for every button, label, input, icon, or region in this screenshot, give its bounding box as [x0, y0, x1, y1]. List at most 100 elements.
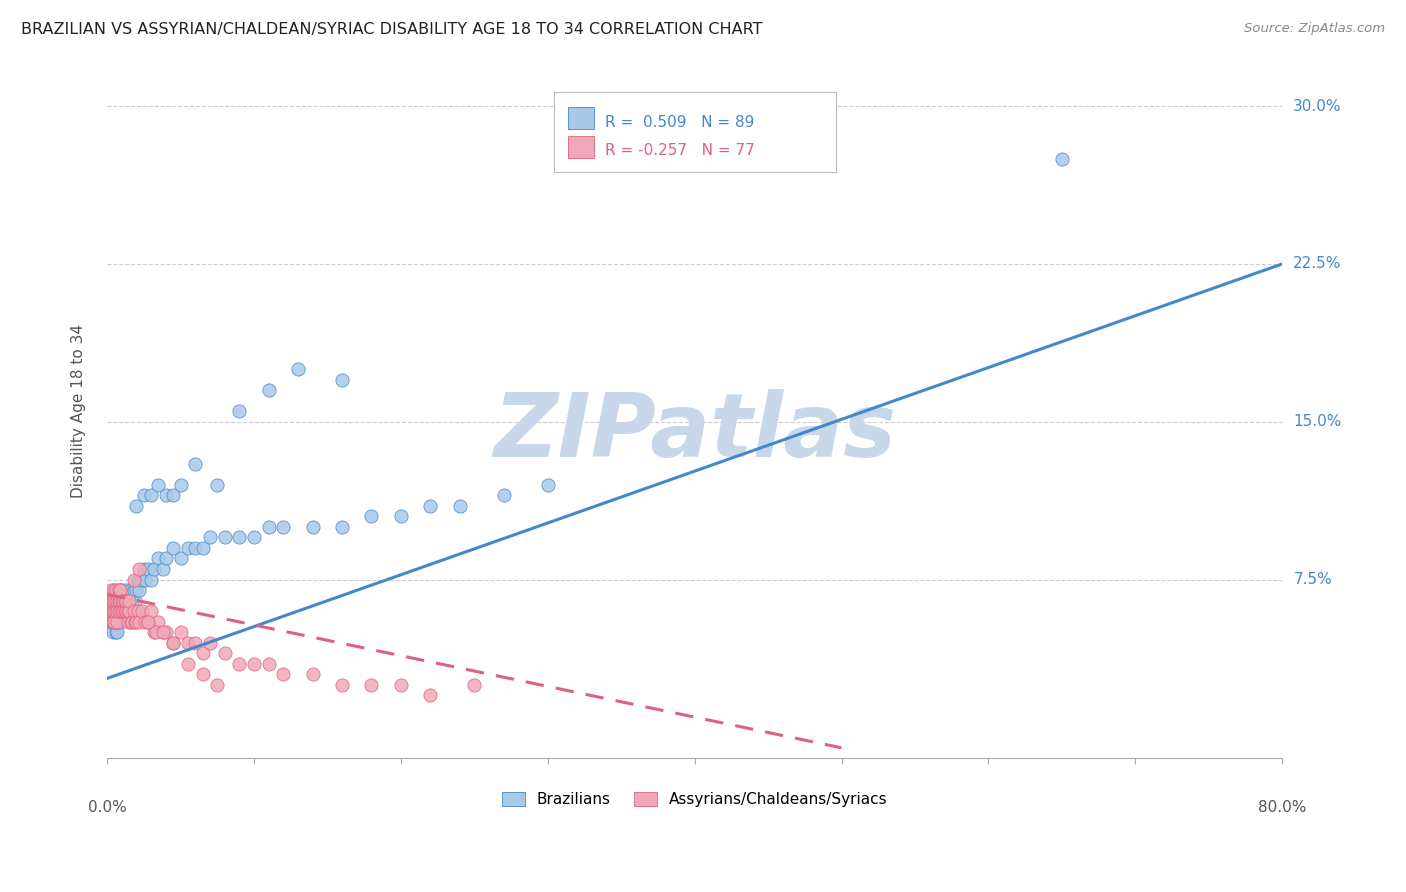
Point	[169, 551, 191, 566]
Point	[155, 551, 177, 566]
Point	[117, 615, 139, 629]
Point	[125, 582, 148, 597]
Point	[177, 635, 200, 649]
Point	[103, 604, 125, 618]
Point	[111, 593, 134, 607]
Point	[124, 593, 146, 607]
Point	[152, 625, 174, 640]
Point	[118, 604, 141, 618]
Point	[463, 678, 485, 692]
Point	[257, 520, 280, 534]
Point	[110, 604, 132, 618]
Point	[125, 499, 148, 513]
Point	[114, 604, 136, 618]
Point	[155, 625, 177, 640]
Point	[125, 615, 148, 629]
Point	[101, 604, 124, 618]
Point	[143, 562, 166, 576]
Point	[120, 582, 142, 597]
Point	[112, 593, 135, 607]
Point	[257, 383, 280, 397]
Bar	[554, 92, 835, 171]
Point	[449, 499, 471, 513]
Point	[198, 635, 221, 649]
Point	[117, 593, 139, 607]
Point	[148, 551, 170, 566]
Point	[243, 531, 266, 545]
Point	[118, 593, 141, 607]
Point	[287, 362, 309, 376]
Point	[105, 615, 128, 629]
Point	[360, 678, 382, 692]
Point	[120, 615, 142, 629]
Point	[360, 509, 382, 524]
Point	[143, 625, 166, 640]
Point	[148, 478, 170, 492]
Point	[108, 582, 131, 597]
Point	[177, 541, 200, 555]
Point	[1050, 152, 1073, 166]
Point	[228, 657, 250, 671]
Point	[114, 593, 136, 607]
Point	[115, 593, 138, 607]
Point	[152, 625, 174, 640]
Point	[103, 604, 125, 618]
Point	[127, 573, 149, 587]
Point	[110, 593, 132, 607]
Point	[191, 541, 214, 555]
Point	[214, 531, 236, 545]
Point	[148, 615, 170, 629]
Point	[105, 604, 128, 618]
Point	[115, 582, 138, 597]
Point	[184, 541, 207, 555]
Point	[330, 678, 353, 692]
Text: BRAZILIAN VS ASSYRIAN/CHALDEAN/SYRIAC DISABILITY AGE 18 TO 34 CORRELATION CHART: BRAZILIAN VS ASSYRIAN/CHALDEAN/SYRIAC DI…	[21, 22, 762, 37]
Point	[121, 593, 143, 607]
Point	[162, 635, 184, 649]
Point	[112, 604, 135, 618]
Point	[111, 593, 134, 607]
Point	[105, 593, 128, 607]
Legend: Brazilians, Assyrians/Chaldeans/Syriacs: Brazilians, Assyrians/Chaldeans/Syriacs	[495, 786, 894, 814]
Point	[301, 667, 323, 681]
Point	[104, 593, 127, 607]
Point	[191, 667, 214, 681]
Point	[98, 593, 121, 607]
Point	[228, 531, 250, 545]
Point	[132, 562, 155, 576]
Point	[114, 604, 136, 618]
Point	[139, 488, 162, 502]
Point	[162, 541, 184, 555]
Point	[145, 625, 167, 640]
Point	[124, 615, 146, 629]
Text: Source: ZipAtlas.com: Source: ZipAtlas.com	[1244, 22, 1385, 36]
Text: 30.0%: 30.0%	[1294, 99, 1341, 113]
Point	[273, 667, 295, 681]
Point	[162, 635, 184, 649]
Point	[98, 593, 121, 607]
Point	[243, 657, 266, 671]
Bar	[568, 136, 593, 158]
Point	[214, 646, 236, 660]
Point	[136, 615, 159, 629]
Point	[169, 625, 191, 640]
Point	[139, 604, 162, 618]
Point	[537, 478, 560, 492]
Point	[108, 593, 131, 607]
Point	[110, 593, 132, 607]
Point	[108, 582, 131, 597]
Point	[273, 520, 295, 534]
Point	[100, 604, 122, 618]
Bar	[568, 107, 593, 128]
Point	[100, 593, 122, 607]
Point	[330, 373, 353, 387]
Point	[101, 615, 124, 629]
Point	[155, 488, 177, 502]
Point	[330, 520, 353, 534]
Text: 7.5%: 7.5%	[1294, 572, 1331, 587]
Point	[105, 615, 128, 629]
Point	[129, 573, 152, 587]
Point	[207, 678, 229, 692]
Point	[100, 593, 122, 607]
Point	[419, 688, 441, 702]
